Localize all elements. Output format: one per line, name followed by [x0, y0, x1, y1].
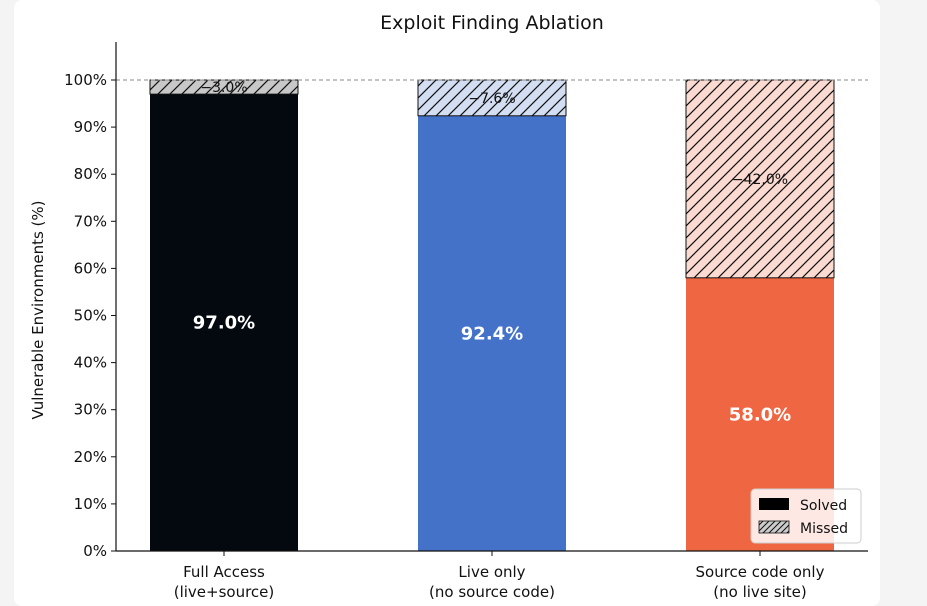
x-tick-label-0: (live+source): [174, 583, 275, 601]
chart-title: Exploit Finding Ablation: [380, 12, 604, 34]
bar-solved-1: [418, 115, 566, 552]
bar-missed-1: [417, 79, 567, 117]
y-tick-label: 0%: [83, 542, 107, 560]
x-tick-label-1: (no source code): [429, 583, 555, 601]
y-tick-label: 40%: [74, 354, 107, 372]
y-tick-label: 100%: [64, 71, 107, 89]
y-axis-label: Vulnerable Environments (%): [29, 200, 47, 419]
bar-solved-label-2: 58.0%: [729, 404, 791, 425]
legend-label-missed: Missed: [800, 521, 848, 537]
legend-swatch-missed: [758, 520, 790, 534]
bar-missed-label-2: −42.0%: [732, 172, 788, 188]
bar-missed-label-1: −7.6%: [468, 91, 515, 107]
bar-solved-label-1: 92.4%: [461, 323, 523, 344]
x-tick-label-2: (no live site): [713, 583, 806, 601]
legend: Solved Missed: [750, 488, 862, 544]
bar-solved-0: [150, 94, 298, 551]
y-tick-label: 80%: [74, 165, 107, 183]
y-tick-label: 70%: [74, 212, 107, 230]
y-tick-label: 50%: [74, 307, 107, 325]
y-tick-label: 30%: [74, 401, 107, 419]
bar-missed-2: [685, 79, 835, 279]
y-tick-label: 10%: [74, 495, 107, 513]
y-tick-label: 90%: [74, 118, 107, 136]
legend-swatch-solved: [759, 498, 789, 510]
x-tick-label-2: Source code only: [696, 563, 825, 581]
bar-missed-label-0: −3.0%: [200, 80, 247, 96]
y-tick-label: 60%: [74, 259, 107, 277]
x-tick-label-1: Live only: [458, 563, 525, 581]
y-tick-label: 20%: [74, 448, 107, 466]
legend-label-solved: Solved: [800, 498, 847, 514]
x-tick-label-0: Full Access: [183, 563, 265, 581]
bar-solved-label-0: 97.0%: [193, 313, 255, 334]
